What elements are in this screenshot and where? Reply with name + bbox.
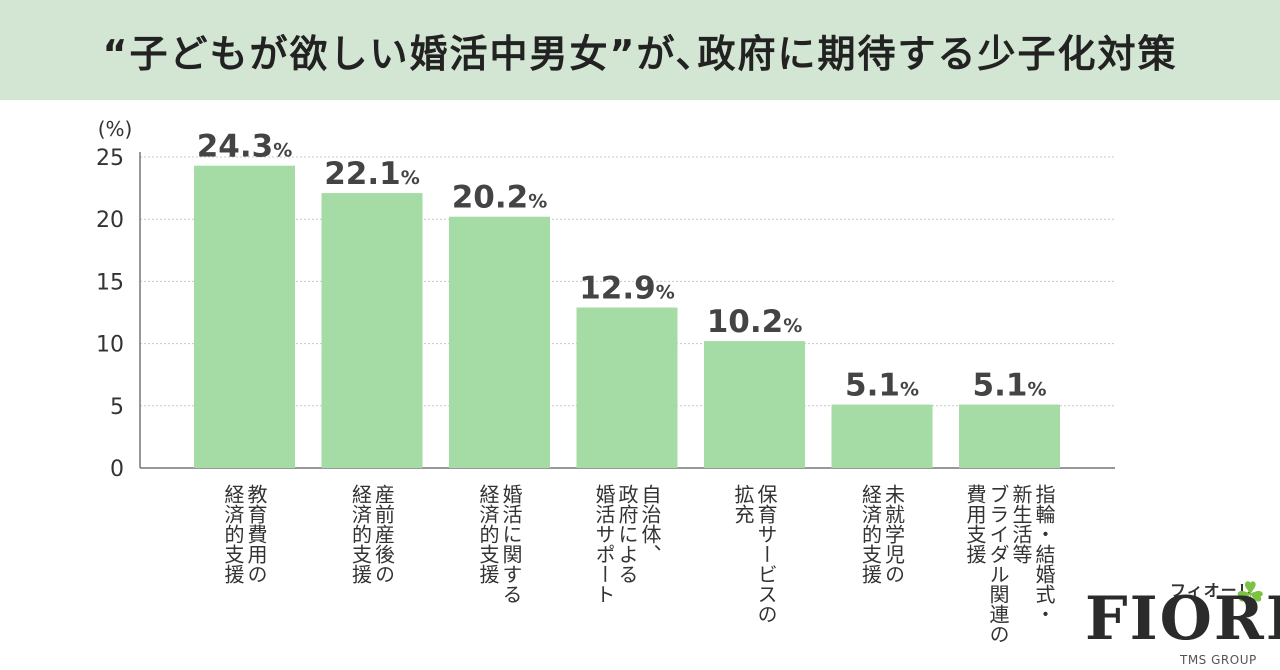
bar <box>194 165 295 468</box>
x-tick-label: 自治体、 <box>638 484 662 564</box>
x-tick-label: 産前産後の <box>372 484 396 584</box>
x-tick-label: 政府による <box>615 484 639 584</box>
data-label: 24.3% <box>197 129 293 165</box>
bar <box>831 404 933 468</box>
x-tick-label: 新生活等 <box>1009 484 1033 564</box>
bar <box>449 216 550 468</box>
x-tick-label: 未就学児の <box>882 484 906 584</box>
brand-logo: フィオーレ ☘ FIORE TMS GROUP <box>1085 575 1280 670</box>
y-tick-label: 25 <box>96 146 124 171</box>
x-tick-label: 経済的支援 <box>476 484 500 584</box>
data-label: 10.2% <box>707 304 803 340</box>
y-unit-label: (%) <box>98 117 133 141</box>
x-tick-label: 経済的支援 <box>349 484 373 584</box>
y-tick-label: 15 <box>96 270 124 295</box>
x-tick-label: ブライダル関連の <box>986 484 1010 644</box>
data-label: 5.1% <box>973 368 1047 404</box>
title-banner: “子どもが欲しい婚活中男女”が､政府に期待する少子化対策 <box>0 0 1280 100</box>
brand-group: TMS GROUP <box>1180 653 1257 667</box>
x-tick-label: 婚活に関する <box>499 484 523 604</box>
data-label: 5.1% <box>845 368 919 404</box>
brand-name: FIORE <box>1085 584 1280 654</box>
bar <box>321 193 423 468</box>
y-tick-label: 0 <box>110 457 124 482</box>
data-label: 22.1% <box>324 156 420 192</box>
y-tick-label: 5 <box>110 395 124 420</box>
x-tick-label: 教育費用の <box>244 484 268 584</box>
brand-kana: フィオーレ <box>1170 581 1255 600</box>
x-tick-label: 経済的支援 <box>221 484 245 584</box>
x-tick-label: 拡充 <box>731 484 755 524</box>
bar <box>704 341 805 468</box>
y-tick-label: 10 <box>96 333 124 358</box>
x-tick-label: 指輪・結婚式・ <box>1032 484 1056 624</box>
x-tick-label: 費用支援 <box>963 484 987 564</box>
x-tick-label: 婚活サポート <box>592 484 616 604</box>
bar <box>959 404 1060 468</box>
chart-title: “子どもが欲しい婚活中男女”が､政府に期待する少子化対策 <box>102 31 1178 76</box>
y-tick-label: 20 <box>96 208 124 233</box>
data-label: 12.9% <box>579 271 675 307</box>
clover-icon: ☘ <box>1235 575 1266 615</box>
x-tick-label: 経済的支援 <box>859 484 883 584</box>
x-tick-label: 保育サービスの <box>754 484 778 624</box>
data-label: 20.2% <box>452 180 548 216</box>
bar <box>576 307 678 468</box>
